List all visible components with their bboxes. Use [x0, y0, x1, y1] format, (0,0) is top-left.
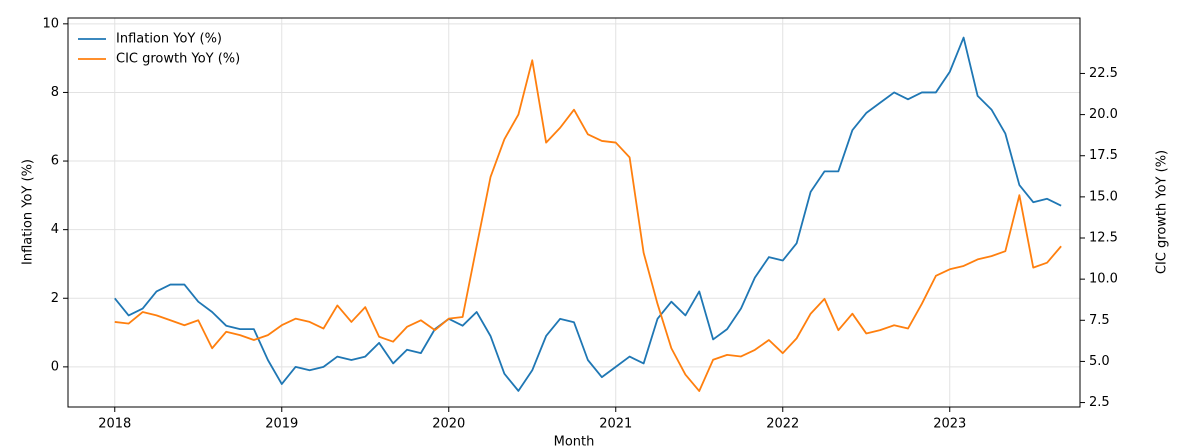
y2-tick-label: 15.0 [1089, 189, 1118, 204]
x-tick-label: 2022 [766, 417, 799, 432]
y2-tick-label: 5.0 [1089, 354, 1110, 369]
y-axis-label: Inflation YoY (%) [21, 159, 36, 265]
y2-tick-label: 12.5 [1089, 231, 1118, 246]
y2-tick-label: 20.0 [1089, 107, 1118, 122]
y2-tick-label: 7.5 [1089, 313, 1110, 328]
data-line [114, 36, 1062, 392]
y-tick-label: 2 [51, 291, 59, 306]
y2-tick-label: 10.0 [1089, 272, 1118, 287]
x-tick-label: 2021 [599, 417, 632, 432]
y-tick-label: 10 [42, 16, 59, 31]
plot-frame [67, 17, 1081, 408]
y2-axis-label: CIC growth YoY (%) [1155, 150, 1170, 274]
y2-tick-label: 17.5 [1089, 148, 1118, 163]
y2-tick-label: 22.5 [1089, 66, 1118, 81]
data-line [114, 59, 1062, 392]
x-tick-label: 2023 [933, 417, 966, 432]
x-tick-label: 2018 [98, 417, 131, 432]
y-tick-label: 8 [51, 85, 59, 100]
x-tick-label: 2019 [265, 417, 298, 432]
y2-tick-label: 2.5 [1089, 395, 1110, 410]
legend-label: CIC growth YoY (%) [116, 52, 240, 67]
y-tick-label: 6 [51, 154, 59, 169]
x-axis-label: Month [554, 435, 595, 447]
legend-label: Inflation YoY (%) [116, 32, 222, 47]
x-tick-label: 2020 [432, 417, 465, 432]
y-tick-label: 4 [51, 222, 59, 237]
y-tick-label: 0 [51, 359, 59, 374]
